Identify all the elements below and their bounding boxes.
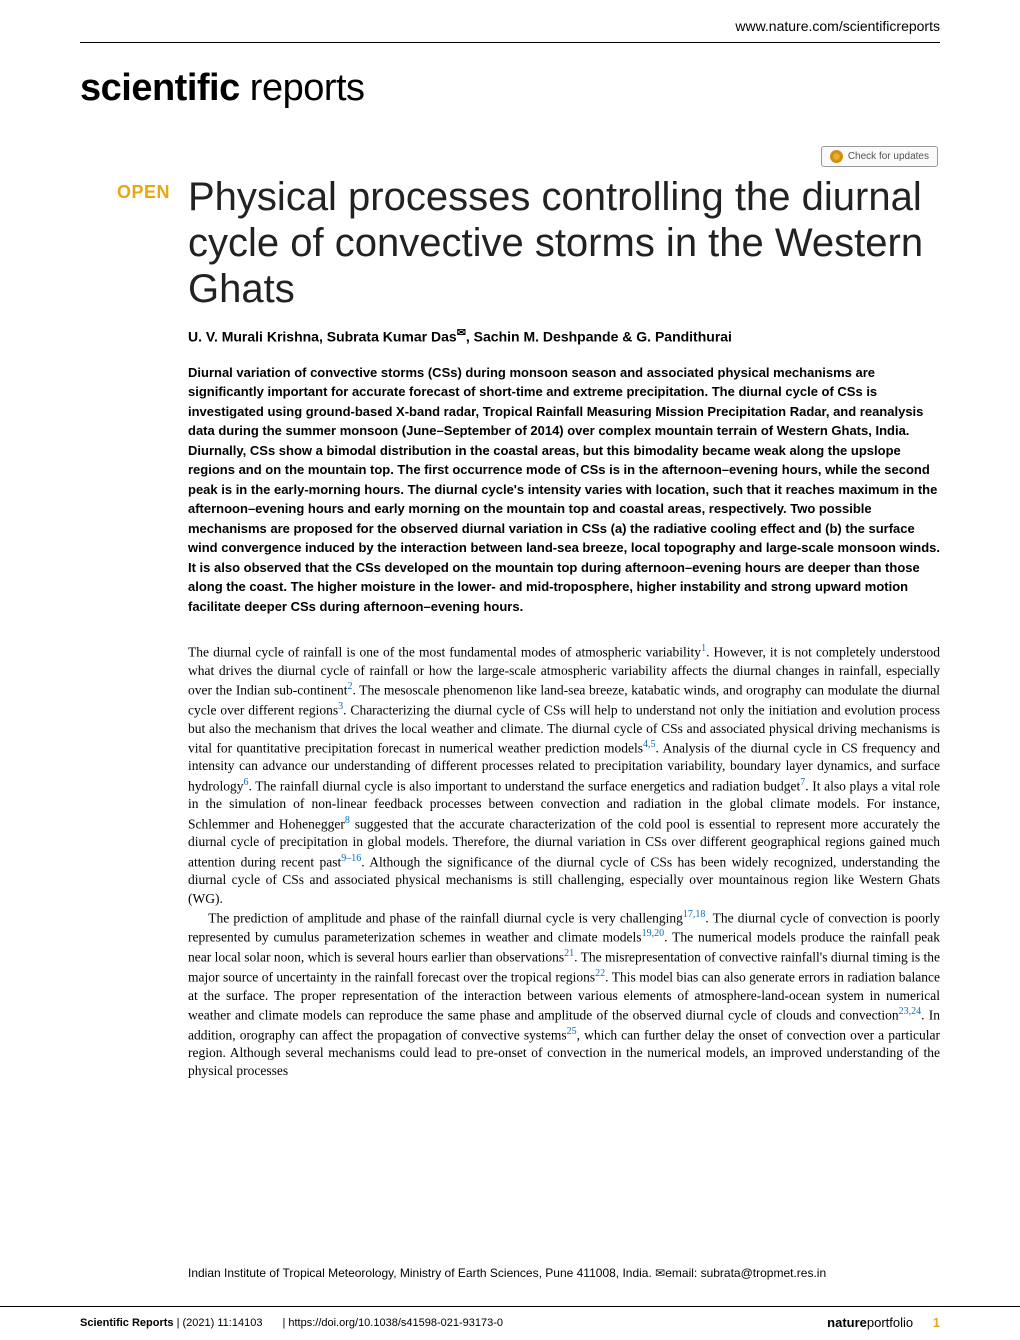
- ref-9-16[interactable]: 9–16: [341, 853, 361, 864]
- page-footer: Scientific Reports | (2021) 11:14103 | h…: [0, 1306, 1020, 1340]
- body-paragraph-1: The diurnal cycle of rainfall is one of …: [188, 642, 940, 908]
- left-column: OPEN: [80, 174, 170, 1081]
- ref-4-5[interactable]: 4,5: [643, 739, 656, 750]
- affiliation-text-a: Indian Institute of Tropical Meteorology…: [188, 1266, 655, 1280]
- affiliation-corr-icon: ✉: [655, 1266, 665, 1280]
- footer-doi[interactable]: https://doi.org/10.1038/s41598-021-93173…: [288, 1317, 503, 1329]
- check-updates-badge[interactable]: Check for updates: [821, 146, 938, 167]
- ref-23-24[interactable]: 23,24: [899, 1006, 922, 1017]
- check-updates-container: Check for updates: [0, 110, 1020, 168]
- abstract: Diurnal variation of convective storms (…: [188, 363, 940, 617]
- p1-text-a: The diurnal cycle of rainfall is one of …: [188, 645, 701, 660]
- page-number: 1: [917, 1315, 940, 1330]
- ref-19-20[interactable]: 19,20: [642, 928, 665, 939]
- header-url: www.nature.com/scientificreports: [0, 0, 1020, 42]
- ref-22[interactable]: 22: [595, 968, 605, 979]
- authors: U. V. Murali Krishna, Subrata Kumar Das✉…: [188, 326, 940, 345]
- footer-journal: Scientific Reports: [80, 1317, 174, 1329]
- p2-text-a: The prediction of amplitude and phase of…: [208, 910, 683, 925]
- brand-bold: scientific: [80, 67, 240, 109]
- brand-light: reports: [240, 67, 365, 109]
- journal-brand: scientific reports: [0, 43, 1020, 110]
- affiliation: Indian Institute of Tropical Meteorology…: [188, 1265, 940, 1282]
- footer-issue: (2021) 11:14103: [183, 1317, 263, 1329]
- footer-brand-light: portfolio: [867, 1315, 913, 1330]
- ref-17-18[interactable]: 17,18: [683, 909, 706, 920]
- article-title: Physical processes controlling the diurn…: [188, 174, 940, 312]
- affiliation-text-b: email: subrata@tropmet.res.in: [665, 1266, 826, 1280]
- footer-left: Scientific Reports | (2021) 11:14103 | h…: [80, 1317, 503, 1329]
- authors-suffix: , Sachin M. Deshpande & G. Pandithurai: [466, 329, 732, 345]
- open-access-badge: OPEN: [80, 182, 170, 203]
- ref-21[interactable]: 21: [564, 948, 574, 959]
- crossmark-icon: [830, 150, 843, 163]
- footer-brand-bold: nature: [827, 1315, 867, 1330]
- footer-right: natureportfolio 1: [827, 1315, 940, 1330]
- check-updates-label: Check for updates: [848, 151, 929, 162]
- p1-text-f: . The rainfall diurnal cycle is also imp…: [249, 778, 801, 793]
- authors-prefix: U. V. Murali Krishna, Subrata Kumar Das: [188, 329, 457, 345]
- corresponding-icon: ✉: [457, 327, 466, 339]
- article-area: OPEN Physical processes controlling the …: [0, 168, 1020, 1081]
- ref-25[interactable]: 25: [567, 1026, 577, 1037]
- right-column: Physical processes controlling the diurn…: [188, 174, 940, 1081]
- footer-sep: |: [174, 1317, 183, 1329]
- body-paragraph-2: The prediction of amplitude and phase of…: [188, 908, 940, 1081]
- footer-brand: natureportfolio: [827, 1315, 917, 1330]
